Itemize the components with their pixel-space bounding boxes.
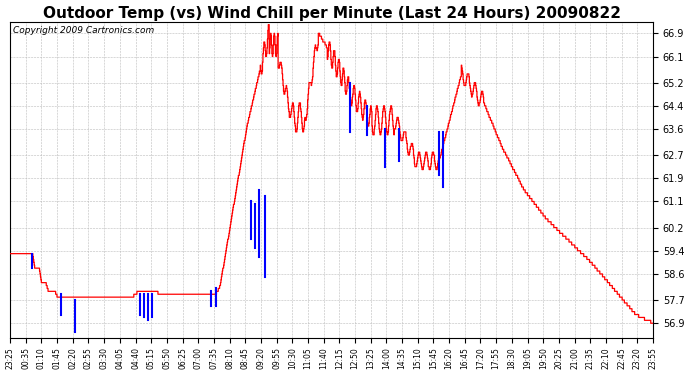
Title: Outdoor Temp (vs) Wind Chill per Minute (Last 24 Hours) 20090822: Outdoor Temp (vs) Wind Chill per Minute … <box>43 6 620 21</box>
Text: Copyright 2009 Cartronics.com: Copyright 2009 Cartronics.com <box>13 27 155 36</box>
